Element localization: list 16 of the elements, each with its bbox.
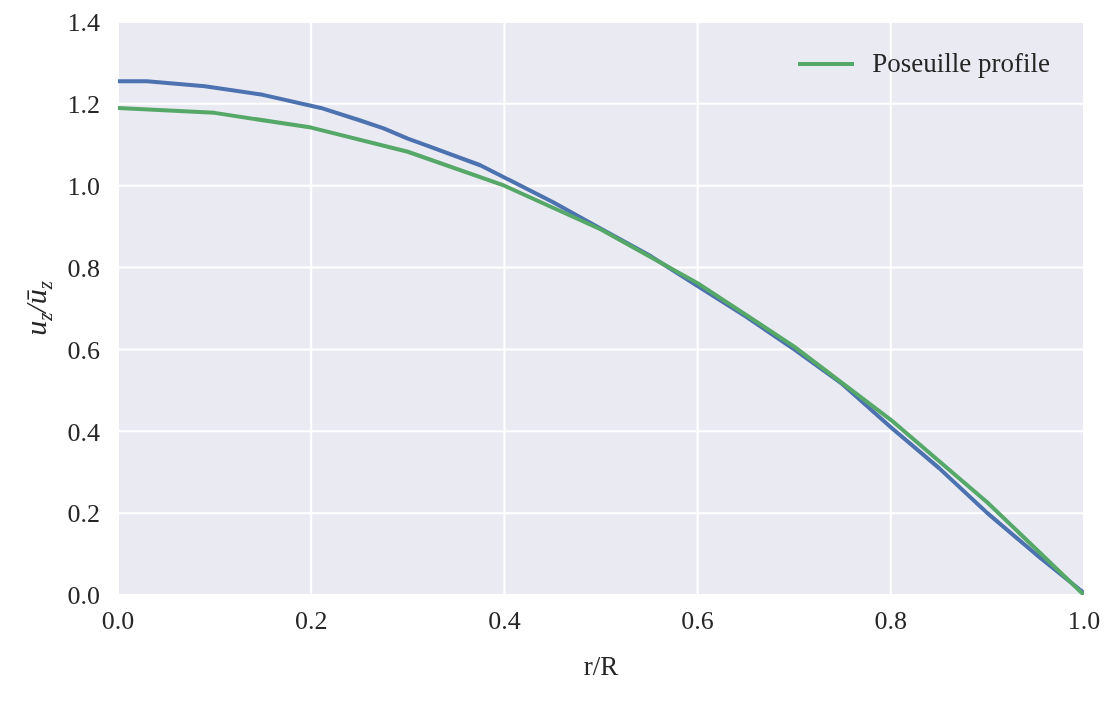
x-tick-label: 0.0 [101,606,135,636]
x-tick-label: 0.4 [488,606,521,636]
x-tick-label: 1.0 [1067,606,1101,636]
x-axis-title: r/R [583,651,619,681]
y-tick-label: 0.8 [67,253,100,283]
legend-label: Poseuille profile [872,48,1050,79]
y-tick-label: 1.0 [67,171,100,201]
y-tick-label: 1.4 [67,8,100,38]
y-tick-label: 0.4 [67,417,100,447]
y-tick-label: 0.2 [67,499,100,529]
y-tick-label: 0.6 [67,335,100,365]
y-tick-label: 0.0 [67,581,100,611]
x-tick-label: 0.2 [294,606,328,636]
x-tick-label: 0.6 [681,606,714,636]
y-tick-label: 1.2 [67,90,100,120]
x-tick-label: 0.8 [874,606,908,636]
